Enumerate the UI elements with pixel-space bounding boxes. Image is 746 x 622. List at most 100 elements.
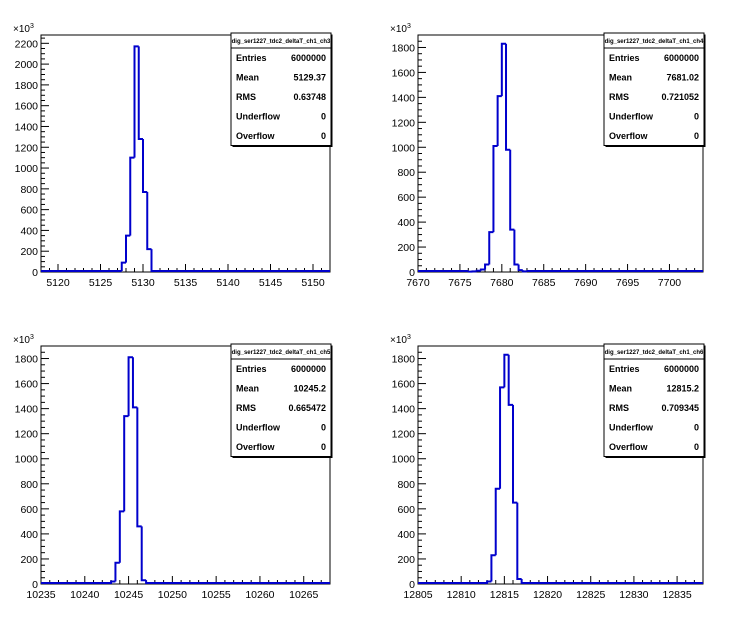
histogram-bin xyxy=(517,264,523,272)
x-tick-label: 5150 xyxy=(301,277,325,289)
x-tick-label: 7680 xyxy=(490,277,514,289)
x-tick-label: 12820 xyxy=(533,589,562,601)
x-tick-label: 5145 xyxy=(259,277,283,289)
histogram-bin xyxy=(521,270,527,273)
x-tick-label: 5130 xyxy=(131,277,155,289)
y-exponent-power: 3 xyxy=(407,23,411,30)
histogram-bin xyxy=(116,269,122,272)
y-tick-label: 1600 xyxy=(15,379,39,391)
stats-label-underflow: Underflow xyxy=(609,423,654,433)
histogram-bin xyxy=(129,156,135,236)
x-tick-label: 7690 xyxy=(574,277,598,289)
histogram-bin xyxy=(133,45,139,158)
stats-label-overflow: Overflow xyxy=(609,442,649,452)
y-tick-label: 400 xyxy=(397,529,415,541)
y-tick-label: 1400 xyxy=(15,121,39,133)
x-tick-label: 12835 xyxy=(662,589,691,601)
y-tick-label: 600 xyxy=(20,504,38,516)
y-tick-label: 200 xyxy=(20,554,38,566)
y-exponent-power: 3 xyxy=(30,334,34,341)
y-tick-label: 800 xyxy=(20,479,38,491)
histogram-bin xyxy=(516,502,522,580)
y-tick-label: 400 xyxy=(20,529,38,541)
stats-value-mean: 12815.2 xyxy=(666,384,699,394)
histogram-bin xyxy=(120,261,126,271)
stats-label-rms: RMS xyxy=(236,403,256,413)
y-tick-label: 1400 xyxy=(15,404,39,416)
histogram-bin xyxy=(137,46,143,140)
y-tick-label: 600 xyxy=(20,205,38,217)
stats-value-rms: 0.709345 xyxy=(661,403,699,413)
stats-box-frame xyxy=(230,32,332,146)
stats-label-mean: Mean xyxy=(236,384,259,394)
stats-value-underflow: 0 xyxy=(694,112,699,122)
stats-label-entries: Entries xyxy=(236,364,267,374)
stats-title: dig_ser1227_tdc2_deltaT_ch1_ch5 xyxy=(232,350,331,356)
y-tick-label: 0 xyxy=(32,267,38,279)
histogram-bin xyxy=(475,269,481,272)
stats-value-underflow: 0 xyxy=(694,423,699,433)
y-tick-label: 600 xyxy=(397,504,415,516)
stats-label-mean: Mean xyxy=(609,384,632,394)
y-tick-label: 800 xyxy=(397,479,415,491)
histogram-bin xyxy=(125,234,131,263)
histogram-bin xyxy=(123,415,129,512)
stats-value-overflow: 0 xyxy=(321,442,326,452)
histogram-bin xyxy=(486,580,492,584)
stats-label-mean: Mean xyxy=(609,73,632,83)
x-tick-label: 12815 xyxy=(490,589,519,601)
y-tick-label: 0 xyxy=(409,267,415,279)
y-tick-label: 200 xyxy=(397,554,415,566)
x-tick-label: 12830 xyxy=(619,589,648,601)
stats-value-mean: 10245.2 xyxy=(293,384,326,394)
histogram-pad-2: ×103 0 200 400 600 800 1000 1200 1400 1600 1800 767… xyxy=(390,23,706,289)
histogram-bin xyxy=(503,353,509,388)
y-exponent-label: ×103 xyxy=(390,334,411,346)
histogram-bin xyxy=(114,561,120,582)
stats-value-rms: 0.63748 xyxy=(293,92,326,102)
y-tick-label: 400 xyxy=(397,217,415,229)
x-tick-label: 12825 xyxy=(576,589,605,601)
stats-box: dig_ser1227_tdc2_deltaT_ch1_ch5 Entries 60… xyxy=(230,343,333,458)
stats-value-overflow: 0 xyxy=(694,131,699,141)
stats-box: dig_ser1227_tdc2_deltaT_ch1_ch3 Entries 60… xyxy=(230,32,333,147)
stats-value-entries: 6000000 xyxy=(664,53,699,63)
y-tick-label: 1000 xyxy=(392,454,416,466)
histogram-bin xyxy=(507,354,513,406)
stats-label-rms: RMS xyxy=(609,92,629,102)
histogram-bin xyxy=(500,42,507,97)
histogram-bin xyxy=(513,229,519,266)
histogram-bin xyxy=(127,356,133,417)
y-exponent-label: ×103 xyxy=(390,23,411,35)
stats-value-mean: 7681.02 xyxy=(666,73,699,83)
stats-title: dig_ser1227_tdc2_deltaT_ch1_ch3 xyxy=(232,39,331,45)
y-tick-label: 1400 xyxy=(392,92,416,104)
stats-box-frame xyxy=(230,343,332,457)
x-tick-label: 7695 xyxy=(616,277,640,289)
histogram-bin xyxy=(110,580,116,584)
stats-label-overflow: Overflow xyxy=(609,131,649,141)
histogram-pad-3: ×103 0 200 400 600 800 1000 1200 1400 1600 1800 102… xyxy=(13,334,333,601)
stats-label-overflow: Overflow xyxy=(236,442,276,452)
stats-label-rms: RMS xyxy=(236,92,256,102)
stats-title: dig_ser1227_tdc2_deltaT_ch1_ch4 xyxy=(605,39,704,45)
stats-label-entries: Entries xyxy=(236,53,267,63)
histogram-bin xyxy=(136,407,142,528)
x-tick-label: 10250 xyxy=(158,589,187,601)
y-tick-label: 400 xyxy=(20,225,38,237)
y-tick-label: 1800 xyxy=(15,354,39,366)
stats-box-frame xyxy=(603,32,705,146)
y-tick-label: 1600 xyxy=(392,379,416,391)
stats-value-rms: 0.721052 xyxy=(661,92,699,102)
histogram-bin xyxy=(509,149,515,231)
y-tick-label: 1000 xyxy=(15,163,39,175)
y-tick-label: 1800 xyxy=(15,80,39,92)
stats-title: dig_ser1227_tdc2_deltaT_ch1_ch6 xyxy=(605,350,704,356)
stats-label-underflow: Underflow xyxy=(609,112,654,122)
stats-value-underflow: 0 xyxy=(321,112,326,122)
histogram-bin xyxy=(131,357,138,409)
histogram-pad-4: ×103 0 200 400 600 800 1000 1200 1400 1600 1800 128… xyxy=(390,334,706,601)
y-tick-label: 0 xyxy=(32,579,38,591)
y-tick-label: 200 xyxy=(397,242,415,254)
